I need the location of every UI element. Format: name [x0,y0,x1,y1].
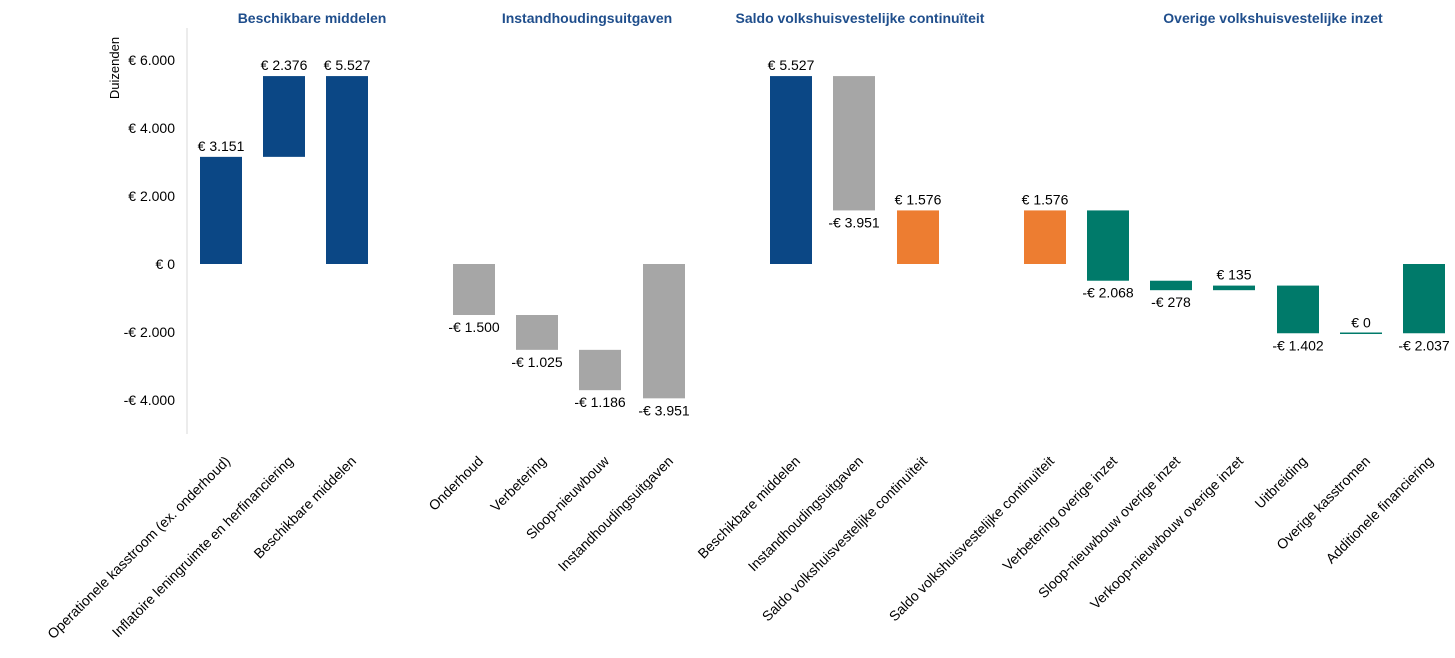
category-label: Uitbreiding [1251,453,1310,512]
y-axis: € 6.000 € 4.000 € 2.000 € 0 -€ 2.000 -€ 4.000 [124,28,188,434]
y-tick-label: € 6.000 [128,52,175,68]
waterfall-bar [1024,210,1066,264]
waterfall-bar [1213,285,1255,291]
waterfall-bar [770,76,812,264]
y-tick-label: € 2.000 [128,188,175,204]
waterfall-bar [1340,332,1382,335]
y-tick-label: -€ 4.000 [124,392,176,408]
bar-value-label: € 1.576 [1022,191,1069,207]
y-tick-label: -€ 2.000 [124,324,176,340]
category-labels: Operationele kasstroom (ex. onderhoud)In… [44,452,1436,642]
bar-value-label: -€ 2.037 [1398,337,1450,353]
waterfall-bar [579,349,621,391]
waterfall-bar [1150,280,1192,291]
section-title: Saldo volkshuisvestelijke continuïteit [736,10,985,26]
waterfall-bar [326,76,368,264]
bar-value-label: € 5.527 [324,57,371,73]
bar-value-label: € 2.376 [261,57,308,73]
bar-value-label: -€ 3.951 [638,402,690,418]
bar-value-label: € 1.576 [895,191,942,207]
category-label: Instandhoudingsuitgaven [555,453,676,574]
waterfall-bar [643,264,685,399]
bar-value-label: -€ 1.500 [448,319,500,335]
category-label: Beschikbare middelen [250,453,359,562]
category-label: Onderhoud [425,453,486,514]
category-label: Verbetering [487,453,549,515]
section-title: Instandhoudingsuitgaven [502,10,672,26]
waterfall-bar [200,156,242,264]
bar-value-label: -€ 2.068 [1082,285,1134,301]
bar-value-label: -€ 3.951 [828,214,880,230]
waterfall-bar [897,210,939,264]
bar-value-label: -€ 1.186 [574,394,626,410]
y-axis-label: Duizenden [107,37,122,99]
data-labels: € 3.151 € 2.376 € 5.527 -€ 1.500 -€ 1.025 -€ … [198,57,1450,418]
bar-value-label: € 0 [1351,314,1371,330]
bar-value-label: -€ 1.402 [1272,337,1324,353]
section-title: Beschikbare middelen [238,10,387,26]
category-label: Additionele financiering [1322,453,1436,567]
bar-value-label: € 135 [1216,267,1251,283]
bar-value-label: -€ 1.025 [511,354,563,370]
bar-value-label: € 5.527 [768,57,815,73]
bar-value-label: -€ 278 [1151,294,1191,310]
y-tick-label: € 0 [156,256,176,272]
waterfall-bar [1087,210,1129,281]
waterfall-bar [453,264,495,315]
bars-group [200,76,1445,399]
section-titles: Beschikbare middelen Instandhoudingsuitga… [238,10,1383,26]
y-tick-label: € 4.000 [128,120,175,136]
category-label: Verbetering overige inzet [999,453,1120,574]
section-title: Overige volkshuisvestelijke inzet [1163,10,1383,26]
category-label: Beschikbare middelen [694,453,803,562]
waterfall-bar [263,76,305,157]
waterfall-bar [1277,285,1319,334]
bar-value-label: € 3.151 [198,138,245,154]
waterfall-bar [833,76,875,211]
category-label: Instandhoudingsuitgaven [745,453,866,574]
waterfall-bar [516,315,558,350]
waterfall-bar [1403,264,1445,334]
